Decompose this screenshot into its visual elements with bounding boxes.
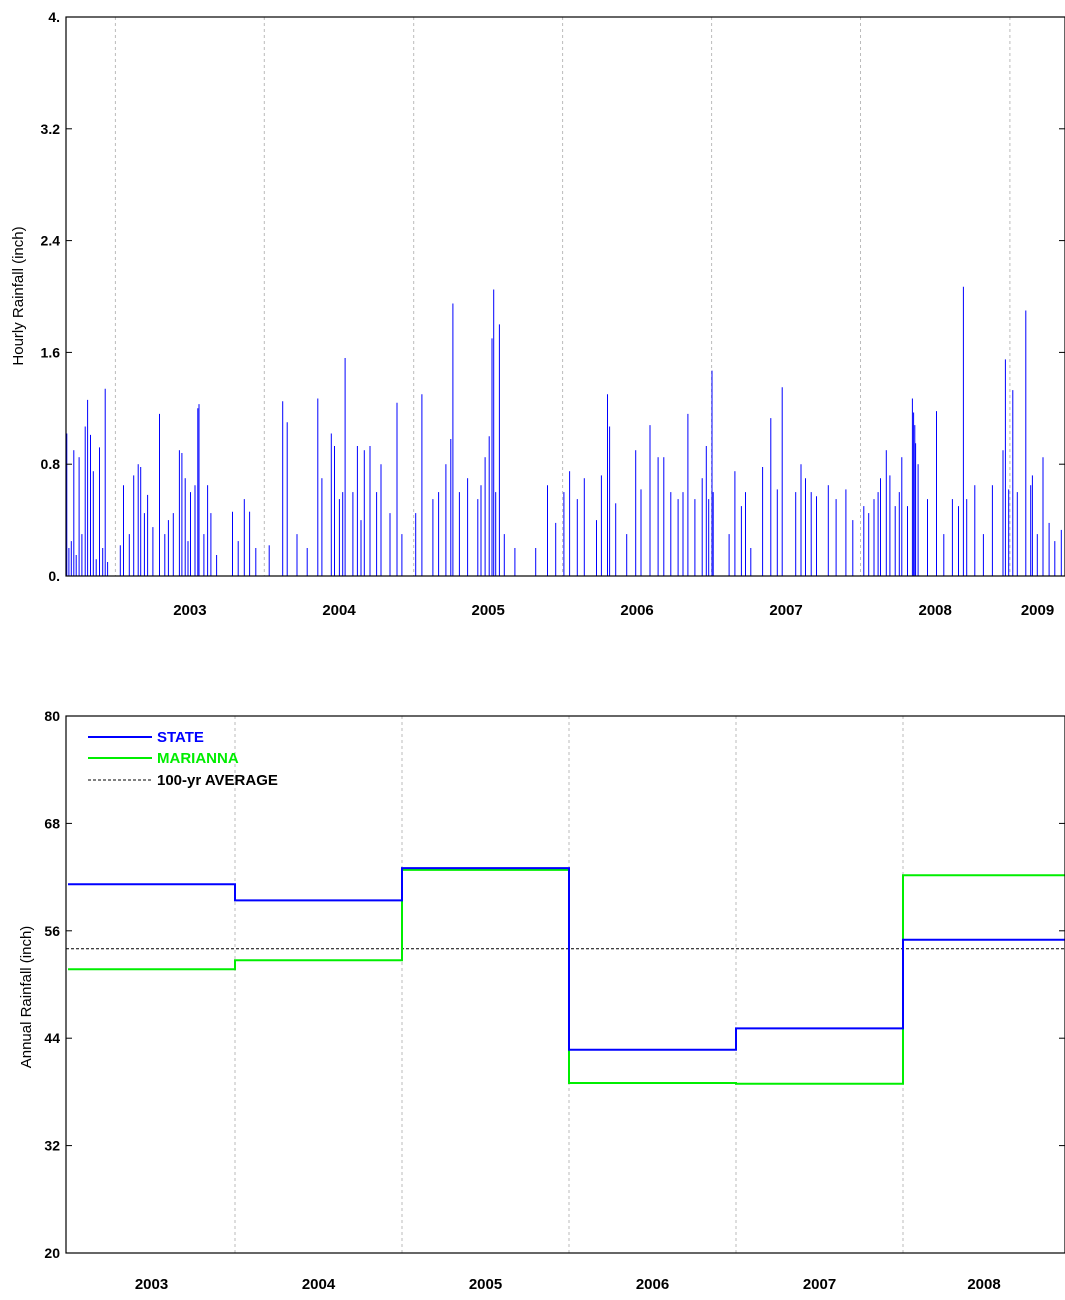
- top-ytick-label: 0.: [48, 568, 60, 584]
- legend: STATE MARIANNA 100-yr AVERAGE: [88, 729, 278, 789]
- top-x-axis-year-labels: 2003 2004 2005 2006 2007 2008 2009: [173, 602, 1054, 619]
- top-xtick-label: 2004: [322, 602, 356, 619]
- bottom-plot-frame: [65, 715, 1065, 1254]
- top-xtick-label: 2005: [472, 602, 505, 619]
- bottom-xtick-label: 2006: [636, 1276, 669, 1293]
- bottom-y-axis-ticks: 20 32 44 56 68 80: [44, 708, 1065, 1261]
- annual-rainfall-series: [66, 867, 1065, 1085]
- top-ytick-label: 2.4: [41, 233, 61, 249]
- top-xtick-label: 2006: [620, 602, 653, 619]
- top-xtick-label: 2003: [173, 602, 206, 619]
- bottom-x-axis-year-labels: 2003 2004 2005 2006 2007 2008: [135, 1276, 1001, 1293]
- top-plot-frame: [65, 16, 1065, 577]
- legend-label-average: 100-yr AVERAGE: [157, 772, 278, 789]
- series-line-state: [68, 867, 1065, 1051]
- hourly-rainfall-bars: [66, 286, 1062, 576]
- bottom-plot-area: [66, 716, 1065, 1253]
- bottom-y-axis-label: Annual Rainfall (inch): [18, 926, 35, 1069]
- top-y-axis-ticks: 0. 0.8 1.6 2.4 3.2 4.: [41, 9, 1065, 584]
- top-xtick-label: 2008: [919, 602, 952, 619]
- bottom-ytick-label: 20: [44, 1245, 60, 1261]
- top-ytick-label: 4.: [48, 9, 60, 25]
- top-ytick-label: 1.6: [41, 344, 61, 360]
- bottom-ytick-label: 56: [44, 923, 60, 939]
- bottom-xtick-label: 2007: [803, 1276, 836, 1293]
- top-plot-area: [66, 17, 1065, 576]
- top-ytick-label: 3.2: [41, 121, 61, 137]
- hourly-rainfall-chart: 0.0.81.62.43.24. 2003 2004 2005 2006 2007 200…: [10, 9, 1065, 619]
- bottom-ytick-label: 44: [44, 1030, 60, 1046]
- bottom-xtick-label: 2005: [469, 1276, 502, 1293]
- legend-label-state: STATE: [157, 729, 204, 746]
- bottom-xtick-label: 2008: [967, 1276, 1000, 1293]
- bottom-xtick-label: 2003: [135, 1276, 168, 1293]
- top-xtick-label: 2009: [1021, 602, 1054, 619]
- top-ytick-label: 0.8: [41, 456, 61, 472]
- top-xtick-label: 2007: [769, 602, 802, 619]
- bottom-ytick-label: 80: [44, 708, 60, 724]
- bottom-ytick-label: 68: [44, 815, 60, 831]
- bottom-xtick-label: 2004: [302, 1276, 336, 1293]
- top-y-axis-label: Hourly Rainfall (inch): [10, 226, 27, 365]
- annual-rainfall-chart: 20 32 44 56 68 80 2003 2004 2005 2006 2007 2008 An…: [18, 708, 1065, 1293]
- bottom-ytick-label: 32: [44, 1138, 60, 1154]
- legend-label-marianna: MARIANNA: [157, 750, 239, 767]
